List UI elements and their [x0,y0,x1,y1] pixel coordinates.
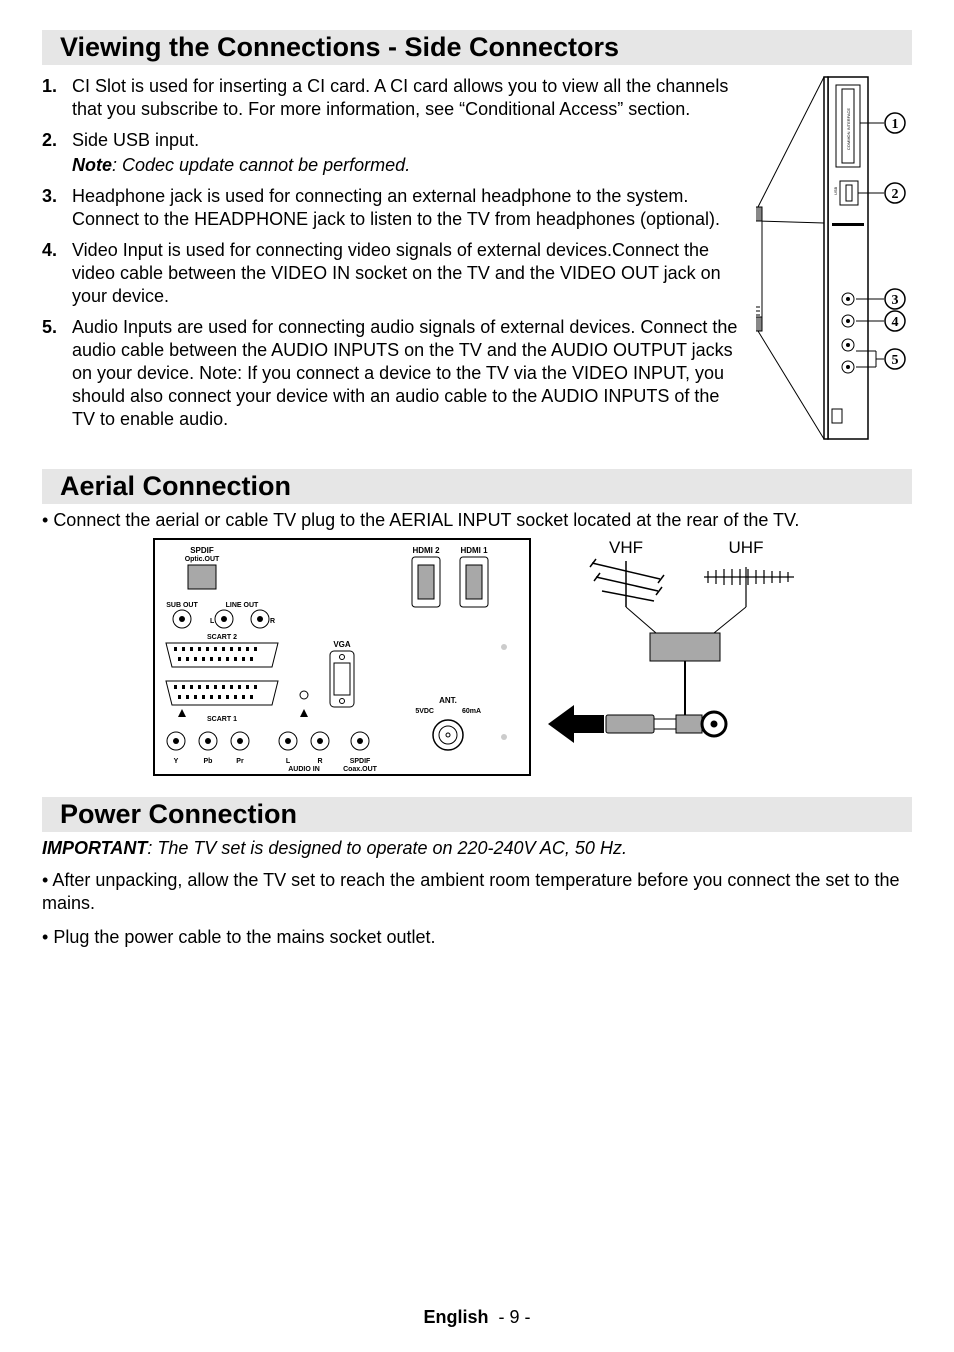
side-connector-list: CI Slot is used for inserting a CI card.… [42,75,738,439]
svg-text:SCART 2: SCART 2 [207,634,237,641]
svg-text:Y: Y [174,758,179,765]
side-connector-diagram: COMMON INTERFACE USB [756,71,912,451]
svg-text:60mA: 60mA [462,708,481,715]
svg-text:5: 5 [892,353,899,368]
svg-text:Optic.OUT: Optic.OUT [185,556,220,563]
svg-text:USB: USB [833,186,838,195]
svg-text:Pr: Pr [236,758,244,765]
power-bullets: After unpacking, allow the TV set to rea… [42,869,912,949]
aerial-instruction: Connect the aerial or cable TV plug to t… [42,510,912,531]
list-item: Side USB input. Note: Codec update canno… [72,129,738,177]
svg-text:L: L [210,618,215,625]
svg-text:Pb: Pb [204,758,213,765]
section-title-power: Power Connection [60,799,297,829]
svg-text:SUB OUT: SUB OUT [166,602,198,609]
list-item: Plug the power cable to the mains socket… [42,926,912,949]
list-item: Headphone jack is used for connecting an… [72,185,738,231]
svg-text:AUDIO IN: AUDIO IN [288,766,320,773]
section-title-side: Viewing the Connections - Side Connector… [60,32,619,62]
section-bar-side: Viewing the Connections - Side Connector… [42,30,912,65]
svg-text:3: 3 [892,293,899,308]
svg-text:2: 2 [892,187,899,202]
svg-text:SPDIF: SPDIF [190,546,214,555]
page-footer: English - 9 - [0,1307,954,1328]
svg-text:SCART 1: SCART 1 [207,716,237,723]
svg-text:R: R [270,618,275,625]
svg-text:HDMI 2: HDMI 2 [412,546,440,555]
svg-text:LINE OUT: LINE OUT [226,602,259,609]
list-item: Video Input is used for connecting video… [72,239,738,308]
svg-text:Coax.OUT: Coax.OUT [343,766,378,773]
list-item: CI Slot is used for inserting a CI card.… [72,75,738,121]
section-title-aerial: Aerial Connection [60,471,291,501]
svg-text:4: 4 [892,315,899,330]
svg-text:VGA: VGA [333,640,351,649]
rear-panel-diagram: SPDIF Optic.OUT SUB OUT LINE OUT L R SCA… [152,537,532,777]
svg-text:5VDC: 5VDC [415,708,434,715]
list-item: Audio Inputs are used for connecting aud… [72,316,738,431]
svg-text:HDMI 1: HDMI 1 [460,546,488,555]
svg-text:R: R [317,758,322,765]
svg-text:COMMON INTERFACE: COMMON INTERFACE [846,108,851,151]
section-bar-aerial: Aerial Connection [42,469,912,504]
svg-text:SPDIF: SPDIF [350,758,371,765]
list-item: After unpacking, allow the TV set to rea… [42,869,912,916]
svg-text:1: 1 [892,117,899,132]
svg-text:VHF: VHF [609,538,643,557]
section-bar-power: Power Connection [42,797,912,832]
svg-text:L: L [286,758,291,765]
power-important: IMPORTANT: The TV set is designed to ope… [42,838,912,859]
svg-text:UHF: UHF [729,538,764,557]
antenna-diagram: VHF UHF [546,537,846,757]
aerial-diagram-row: SPDIF Optic.OUT SUB OUT LINE OUT L R SCA… [42,537,912,777]
svg-text:ANT.: ANT. [439,696,457,705]
